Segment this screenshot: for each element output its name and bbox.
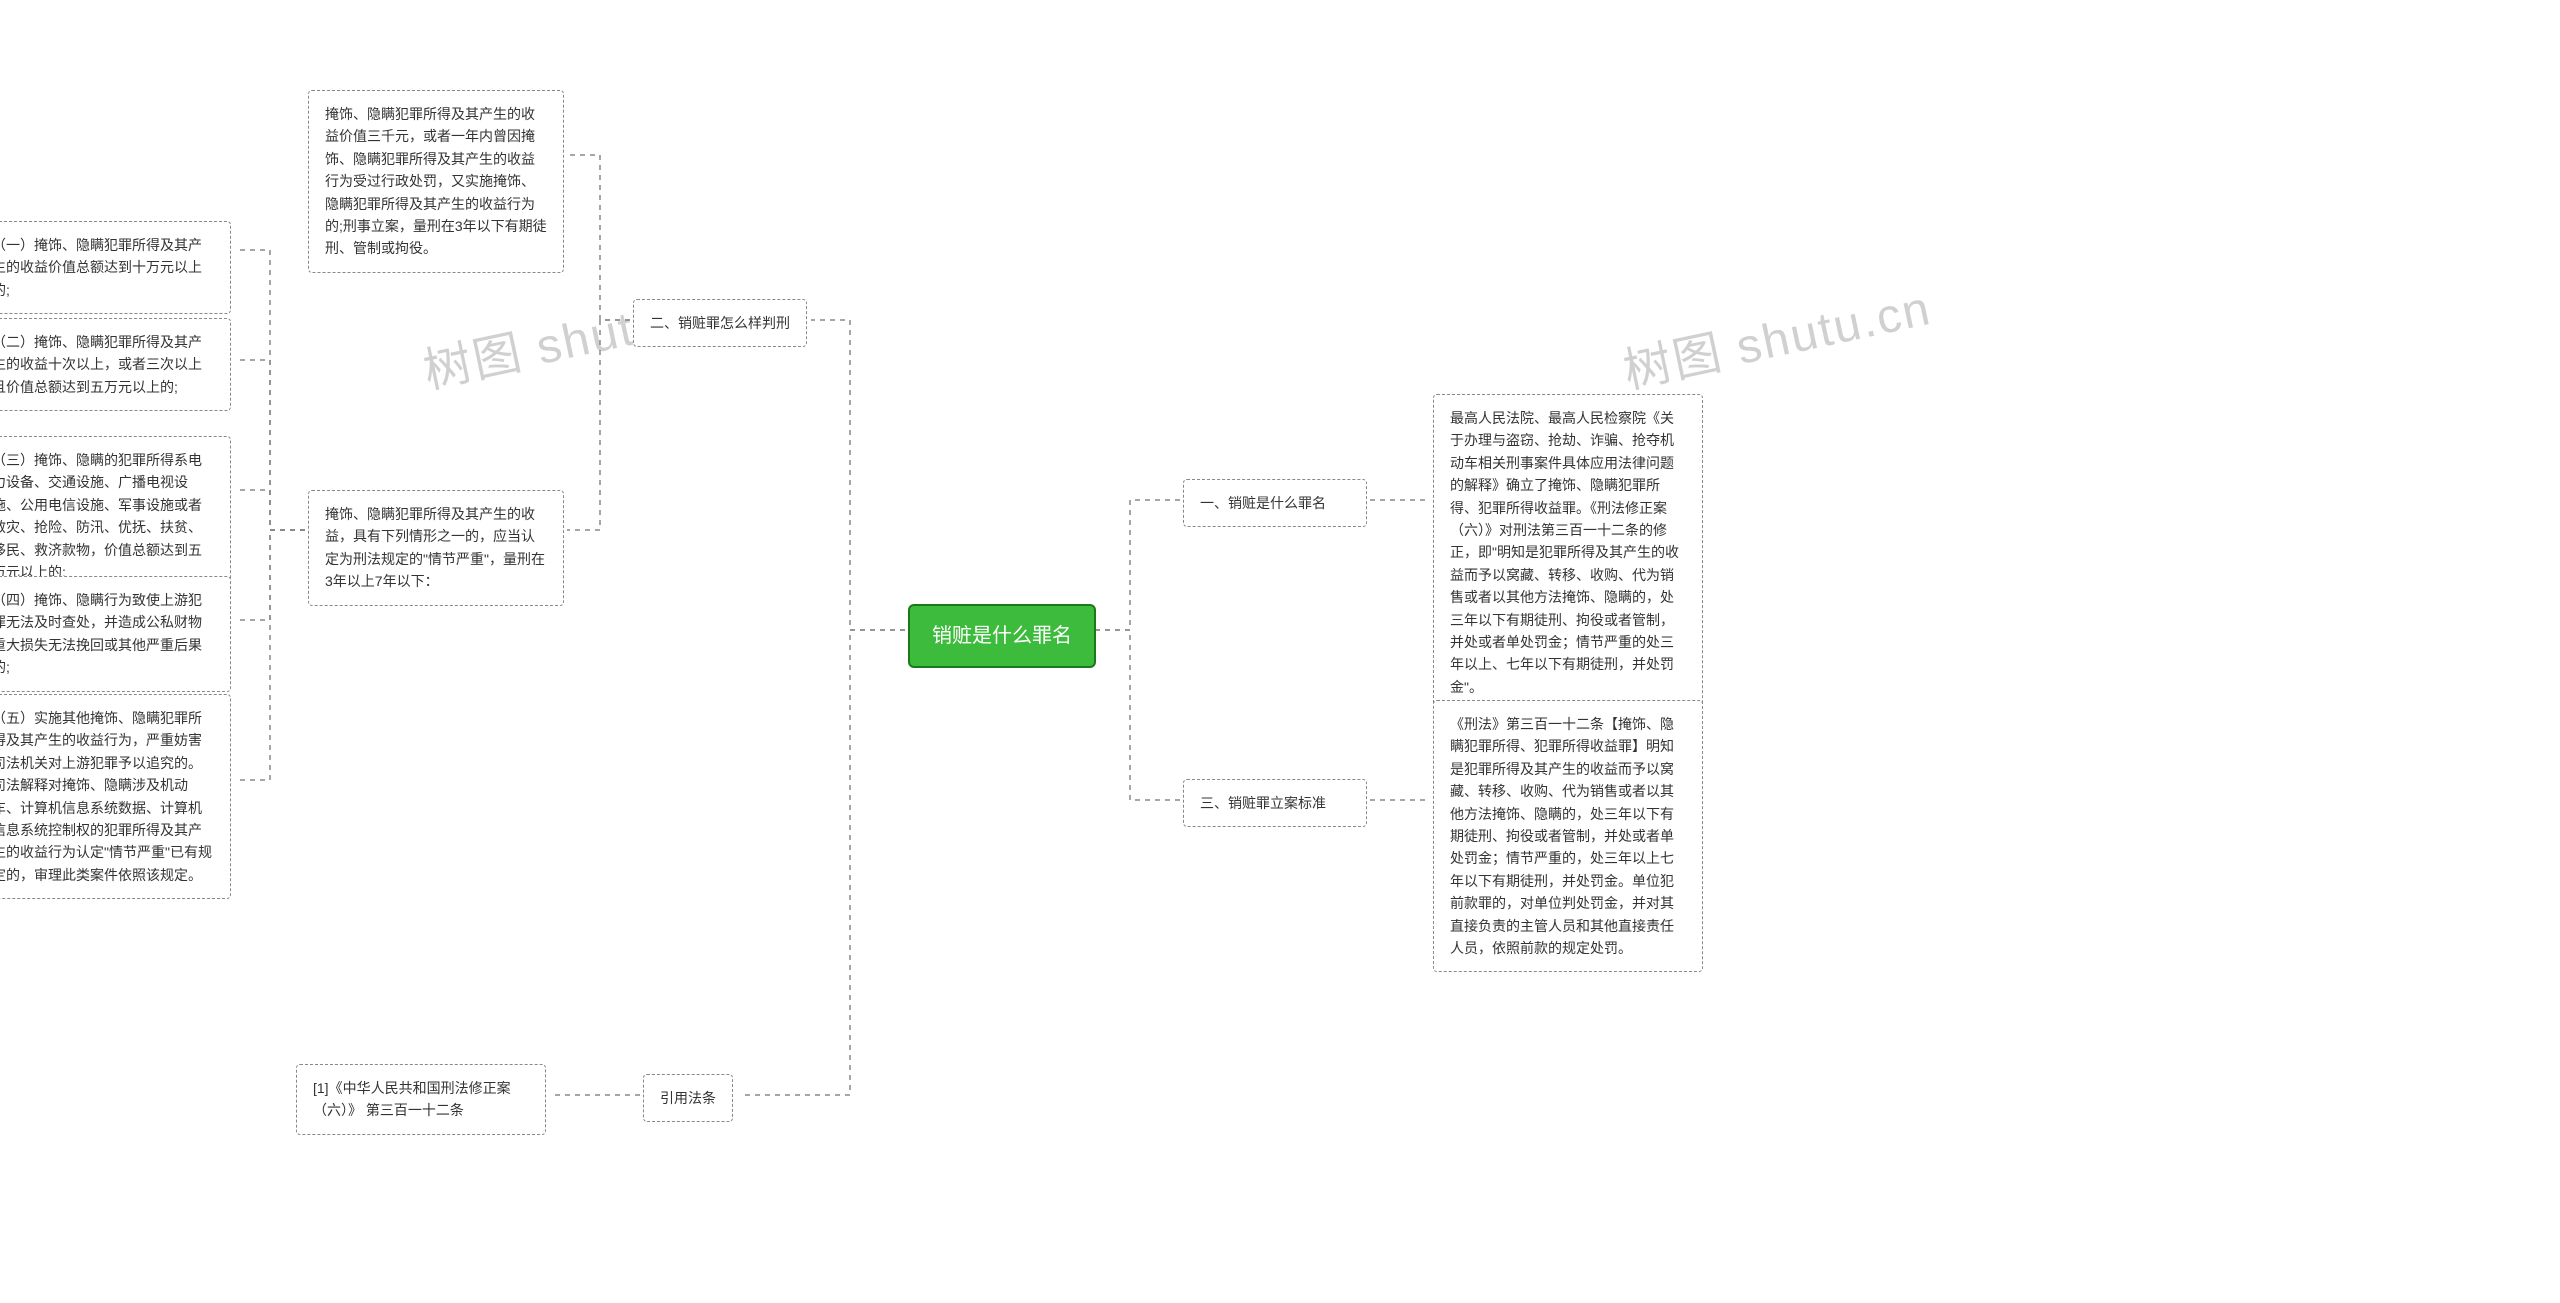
watermark-right: 树图 shutu.cn [1616,268,1937,402]
node-section-3-detail-text: 《刑法》第三百一十二条【掩饰、隐瞒犯罪所得、犯罪所得收益罪】明知是犯罪所得及其产… [1450,716,1674,956]
node-section-1-detail: 最高人民法院、最高人民检察院《关于办理与盗窃、抢劫、诈骗、抢夺机动车相关刑事案件… [1433,394,1703,711]
node-item-3: （三）掩饰、隐瞒的犯罪所得系电力设备、交通设施、广播电视设施、公用电信设施、军事… [0,436,231,596]
node-section-3-detail: 《刑法》第三百一十二条【掩饰、隐瞒犯罪所得、犯罪所得收益罪】明知是犯罪所得及其产… [1433,700,1703,972]
node-item-5: （五）实施其他掩饰、隐瞒犯罪所得及其产生的收益行为，严重妨害司法机关对上游犯罪予… [0,694,231,899]
node-section-2-child-2: 掩饰、隐瞒犯罪所得及其产生的收益，具有下列情形之一的，应当认定为刑法规定的"情节… [308,490,564,606]
node-item-4: （四）掩饰、隐瞒行为致使上游犯罪无法及时查处，并造成公私财物重大损失无法挽回或其… [0,576,231,692]
node-section-3-label: 三、销赃罪立案标准 [1200,795,1326,811]
node-item-4-text: （四）掩饰、隐瞒行为致使上游犯罪无法及时查处，并造成公私财物重大损失无法挽回或其… [0,592,202,675]
node-section-1-label: 一、销赃是什么罪名 [1200,495,1326,511]
root-node: 销赃是什么罪名 [908,604,1096,668]
root-label: 销赃是什么罪名 [932,625,1072,647]
node-citation: 引用法条 [643,1074,733,1122]
node-section-1: 一、销赃是什么罪名 [1183,479,1367,527]
node-item-2-text: （二）掩饰、隐瞒犯罪所得及其产生的收益十次以上，或者三次以上且价值总额达到五万元… [0,334,202,395]
node-item-1: （一）掩饰、隐瞒犯罪所得及其产生的收益价值总额达到十万元以上的; [0,221,231,314]
node-citation-detail-text: [1]《中华人民共和国刑法修正案（六）》 第三百一十二条 [313,1080,511,1118]
node-section-2-child-1: 掩饰、隐瞒犯罪所得及其产生的收益价值三千元，或者一年内曾因掩饰、隐瞒犯罪所得及其… [308,90,564,273]
node-citation-label: 引用法条 [660,1090,716,1106]
node-section-1-detail-text: 最高人民法院、最高人民检察院《关于办理与盗窃、抢劫、诈骗、抢夺机动车相关刑事案件… [1450,410,1679,695]
node-section-2-label: 二、销赃罪怎么样判刑 [650,315,790,331]
node-section-2-child-1-text: 掩饰、隐瞒犯罪所得及其产生的收益价值三千元，或者一年内曾因掩饰、隐瞒犯罪所得及其… [325,106,547,256]
node-section-3: 三、销赃罪立案标准 [1183,779,1367,827]
node-section-2-child-2-text: 掩饰、隐瞒犯罪所得及其产生的收益，具有下列情形之一的，应当认定为刑法规定的"情节… [325,506,545,589]
node-item-2: （二）掩饰、隐瞒犯罪所得及其产生的收益十次以上，或者三次以上且价值总额达到五万元… [0,318,231,411]
node-item-1-text: （一）掩饰、隐瞒犯罪所得及其产生的收益价值总额达到十万元以上的; [0,237,202,298]
node-citation-detail: [1]《中华人民共和国刑法修正案（六）》 第三百一十二条 [296,1064,546,1135]
node-item-3-text: （三）掩饰、隐瞒的犯罪所得系电力设备、交通设施、广播电视设施、公用电信设施、军事… [0,452,202,580]
node-section-2: 二、销赃罪怎么样判刑 [633,299,807,347]
node-item-5-text: （五）实施其他掩饰、隐瞒犯罪所得及其产生的收益行为，严重妨害司法机关对上游犯罪予… [0,710,212,883]
